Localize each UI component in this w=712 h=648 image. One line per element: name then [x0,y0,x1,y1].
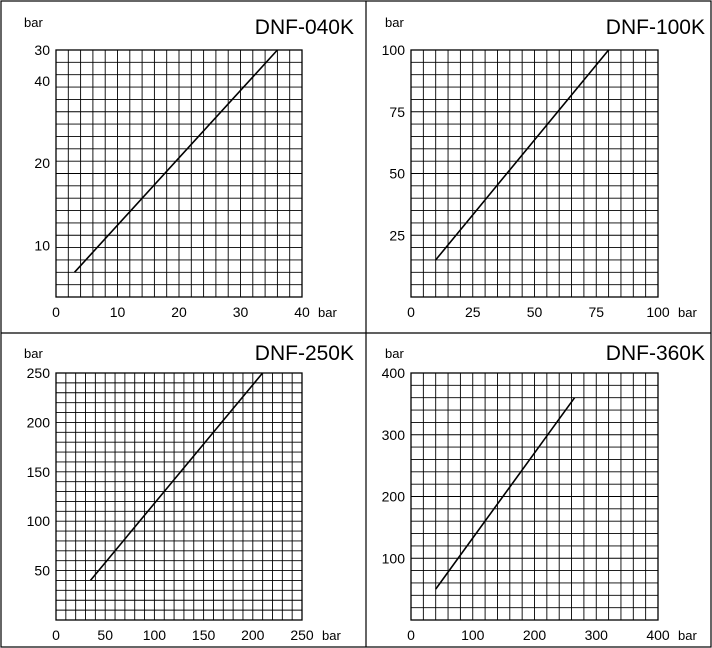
chart-dnf-360k: DNF-360K bar 100 200 300 400 0 100 200 300 400 bar [382,342,705,643]
y-tick-label: 30 [34,42,50,58]
x-tick-label: 100 [143,627,167,643]
x-tick-label: 10 [110,304,126,320]
y-tick-label: 100 [27,513,51,529]
chart-title: DNF-250K [255,342,354,365]
plot-area [410,49,659,298]
y-tick-label: 300 [382,427,406,443]
x-tick-label: 75 [588,304,604,320]
chart-dnf-100k: DNF-100K bar 25 50 75 100 0 25 50 75 100 bar [382,15,705,320]
x-tick-label: 200 [523,627,547,643]
chart-title: DNF-360K [606,342,705,365]
y-tick-label: 150 [27,464,51,480]
plot-area [410,372,659,621]
x-tick-label: 100 [646,304,670,320]
x-axis-label: bar [322,628,341,643]
x-tick-label: 0 [407,304,415,320]
x-tick-label: 250 [290,627,314,643]
y-tick-label: 20 [34,155,50,171]
x-tick-label: 200 [241,627,265,643]
series-line [89,372,264,582]
chart-title: DNF-100K [606,16,705,39]
x-axis-label: bar [318,305,337,320]
plot-area [55,372,303,621]
chart-title: DNF-040K [255,16,354,39]
y-axis-label: bar [24,15,43,30]
y-tick-label: 25 [389,227,405,243]
x-tick-label: 25 [465,304,481,320]
y-tick-label: 400 [382,365,406,381]
x-tick-label: 20 [171,304,187,320]
y-axis-label: bar [385,346,404,361]
x-tick-label: 30 [233,304,249,320]
y-tick-label: 200 [27,414,51,430]
y-axis-label: bar [385,15,404,30]
chart-dnf-040k: DNF-040K bar 10 20 40 30 0 10 20 30 40 bar [24,15,354,320]
chart-dnf-250k: DNF-250K bar 50 100 150 200 250 0 50 100 150 200 250… [24,342,354,643]
x-axis-label: bar [678,305,697,320]
x-tick-label: 150 [192,627,216,643]
series-line [435,49,610,261]
x-tick-label: 300 [585,627,609,643]
y-tick-label: 50 [34,563,50,579]
plot-area [55,49,303,298]
x-axis-label: bar [678,628,697,643]
y-tick-label: 100 [382,550,406,566]
x-tick-label: 0 [52,627,60,643]
y-axis-label: bar [24,346,43,361]
y-tick-label: 250 [27,365,51,381]
series-line [435,397,576,590]
x-tick-label: 100 [461,627,485,643]
y-tick-label: 40 [34,73,50,89]
y-tick-label: 200 [382,489,406,505]
y-tick-label: 50 [389,166,405,182]
x-tick-label: 0 [52,304,60,320]
y-tick-label: 75 [389,104,405,120]
y-tick-label: 10 [34,238,50,254]
series-line [73,49,278,273]
x-tick-label: 50 [97,627,113,643]
y-tick-label: 100 [382,42,406,58]
x-tick-label: 0 [407,627,415,643]
x-tick-label: 400 [646,627,670,643]
x-tick-label: 50 [527,304,543,320]
x-tick-label: 40 [294,304,310,320]
